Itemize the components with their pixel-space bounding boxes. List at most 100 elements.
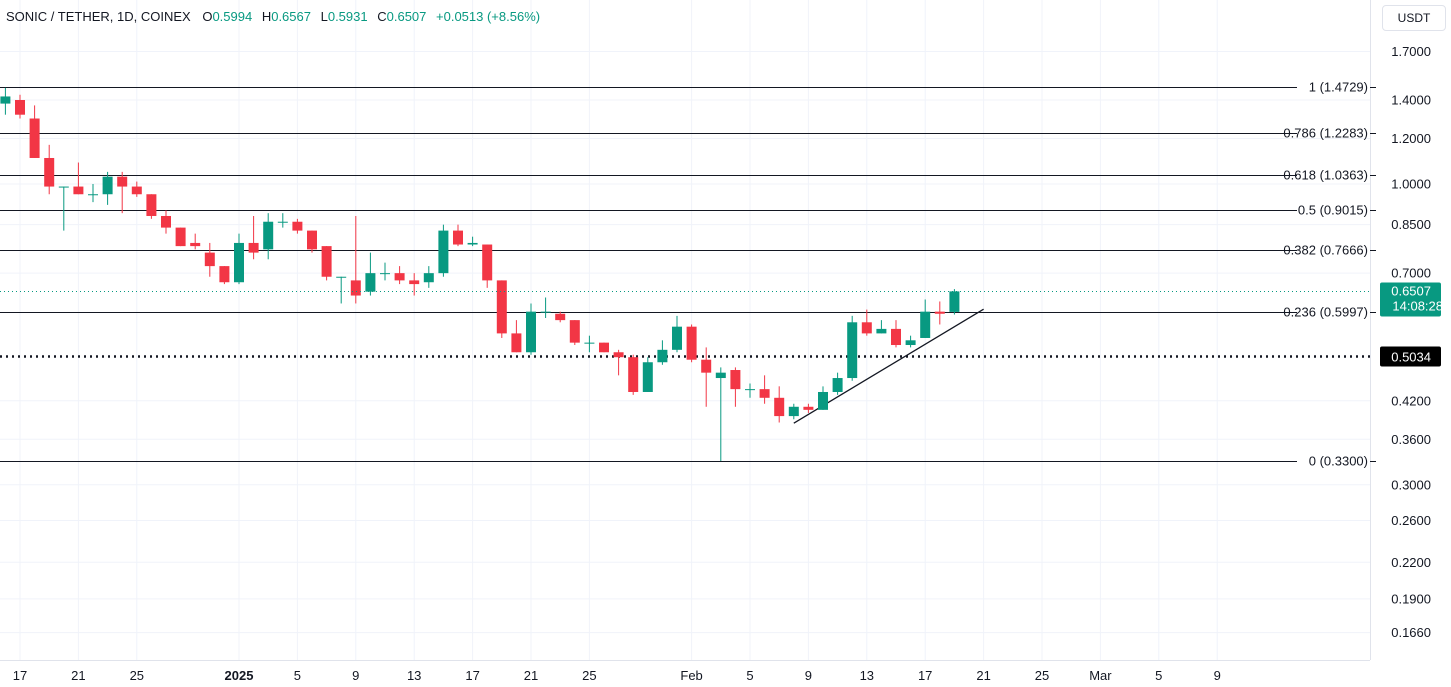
candle-body [832,378,843,392]
candle [146,194,157,219]
time-tick-label: 9 [352,668,359,683]
candle [774,386,785,423]
time-tick-label: 25 [1035,668,1049,683]
fib-label: 0.786 (1.2283) [1283,126,1368,141]
candle-body [920,311,931,338]
candle-body [701,359,712,373]
candle [117,171,128,214]
candle [599,342,609,353]
candle [102,171,113,205]
time-tick-label: 21 [524,668,538,683]
change-value: +0.0513 (+8.56%) [436,9,541,24]
candle [73,162,84,195]
candle-body [423,273,434,283]
candle-body [453,230,463,245]
candle [409,273,420,296]
last-price-badge [1380,282,1441,317]
candle-body [818,391,828,410]
candle-body [949,291,960,312]
candle-body [219,266,230,283]
open-label: O [202,9,213,24]
candle-body [628,357,639,392]
candle-body [555,313,566,321]
candle [555,311,566,323]
candle-body [482,244,493,281]
candle-body [511,333,522,353]
price-axis[interactable]: 1.7000 1.4000 1.2000 1.0000 0.8500 0.7000 0.42… [1370,0,1451,687]
candle-body [321,246,332,277]
candle [44,144,55,195]
high-value: 0.6567 [271,9,311,24]
candle [920,299,931,338]
price-tick-label: 1.4000 [1391,93,1431,108]
candle [482,244,493,288]
candle [365,252,376,296]
price-tick-label: 0.1900 [1391,591,1431,606]
candle [453,224,463,247]
price-tick-label: 0.2600 [1391,513,1431,528]
candle-body [774,397,785,417]
candle [204,242,215,277]
close-value: 0.6507 [386,9,427,24]
candle-body [161,215,171,228]
candle [190,233,201,250]
time-tick-label: 9 [805,668,812,683]
candle-body [686,326,697,360]
candle [438,224,449,277]
candle-body [394,273,405,281]
candle-body [380,273,390,275]
time-tick-label: 5 [1155,668,1162,683]
candle [934,301,945,325]
candle [219,266,230,285]
time-tick-label: 21 [976,668,990,683]
candle-body [204,252,215,267]
candle [584,335,595,353]
time-tick-label: 25 [130,668,144,683]
candle [526,303,536,355]
candle-body [496,280,507,334]
candle [0,87,11,115]
time-tick-label: Mar [1089,668,1112,683]
time-axis[interactable]: 17 21 25 2025 5 9 13 17 21 25 Feb 5 9 13 17 21 25 Mar 5 9 [0,660,1370,684]
candle-body [190,242,201,247]
candle [380,262,390,281]
candle-body [365,273,376,292]
candle-body [526,311,536,353]
candle [58,186,69,231]
candle-body [759,389,770,398]
candle [336,276,347,304]
currency-button[interactable]: USDT [1382,5,1446,31]
candle-body [642,362,653,392]
countdown-label: 14:08:28 [1392,299,1443,314]
candles [0,87,960,461]
candle-body [599,342,609,353]
candle [496,280,507,338]
candle [847,315,858,381]
candle [701,347,712,407]
high-label: H [261,9,272,24]
price-tick-label: 0.2200 [1391,555,1431,570]
price-tick-label: 0.4200 [1391,393,1431,408]
candle [613,349,624,376]
candle-body [584,342,595,344]
time-tick-label: 13 [860,668,874,683]
candle [248,215,259,260]
candle [15,94,25,119]
candle-body [438,230,449,274]
price-axis-bg [1370,0,1451,687]
candle-body [0,96,11,104]
candle [234,233,244,285]
symbol-header: SONIC / TETHER, 1D, COINEX O0.5994 H0.65… [6,9,546,24]
candle [307,230,317,253]
candle [715,367,726,461]
candle [292,218,303,234]
candle [891,320,901,348]
candle-body [715,372,726,379]
time-tick-label: 17 [465,668,479,683]
grid-lines [0,0,1370,660]
support-price-label: 0.5034 [1391,350,1431,365]
candle-body [88,194,98,196]
candle-body [336,276,347,278]
candle-body [73,186,84,195]
